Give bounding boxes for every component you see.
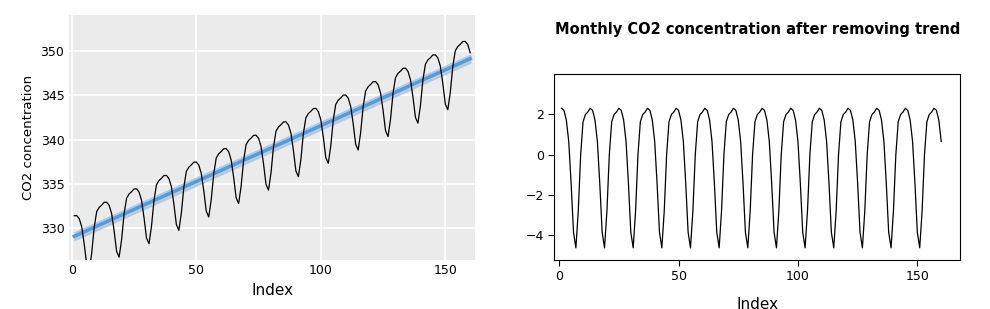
X-axis label: Index: Index <box>251 283 293 298</box>
Text: Monthly CO2 concentration after removing trend: Monthly CO2 concentration after removing… <box>554 22 960 37</box>
X-axis label: Index: Index <box>737 297 778 309</box>
Y-axis label: CO2 concentration: CO2 concentration <box>22 75 35 200</box>
